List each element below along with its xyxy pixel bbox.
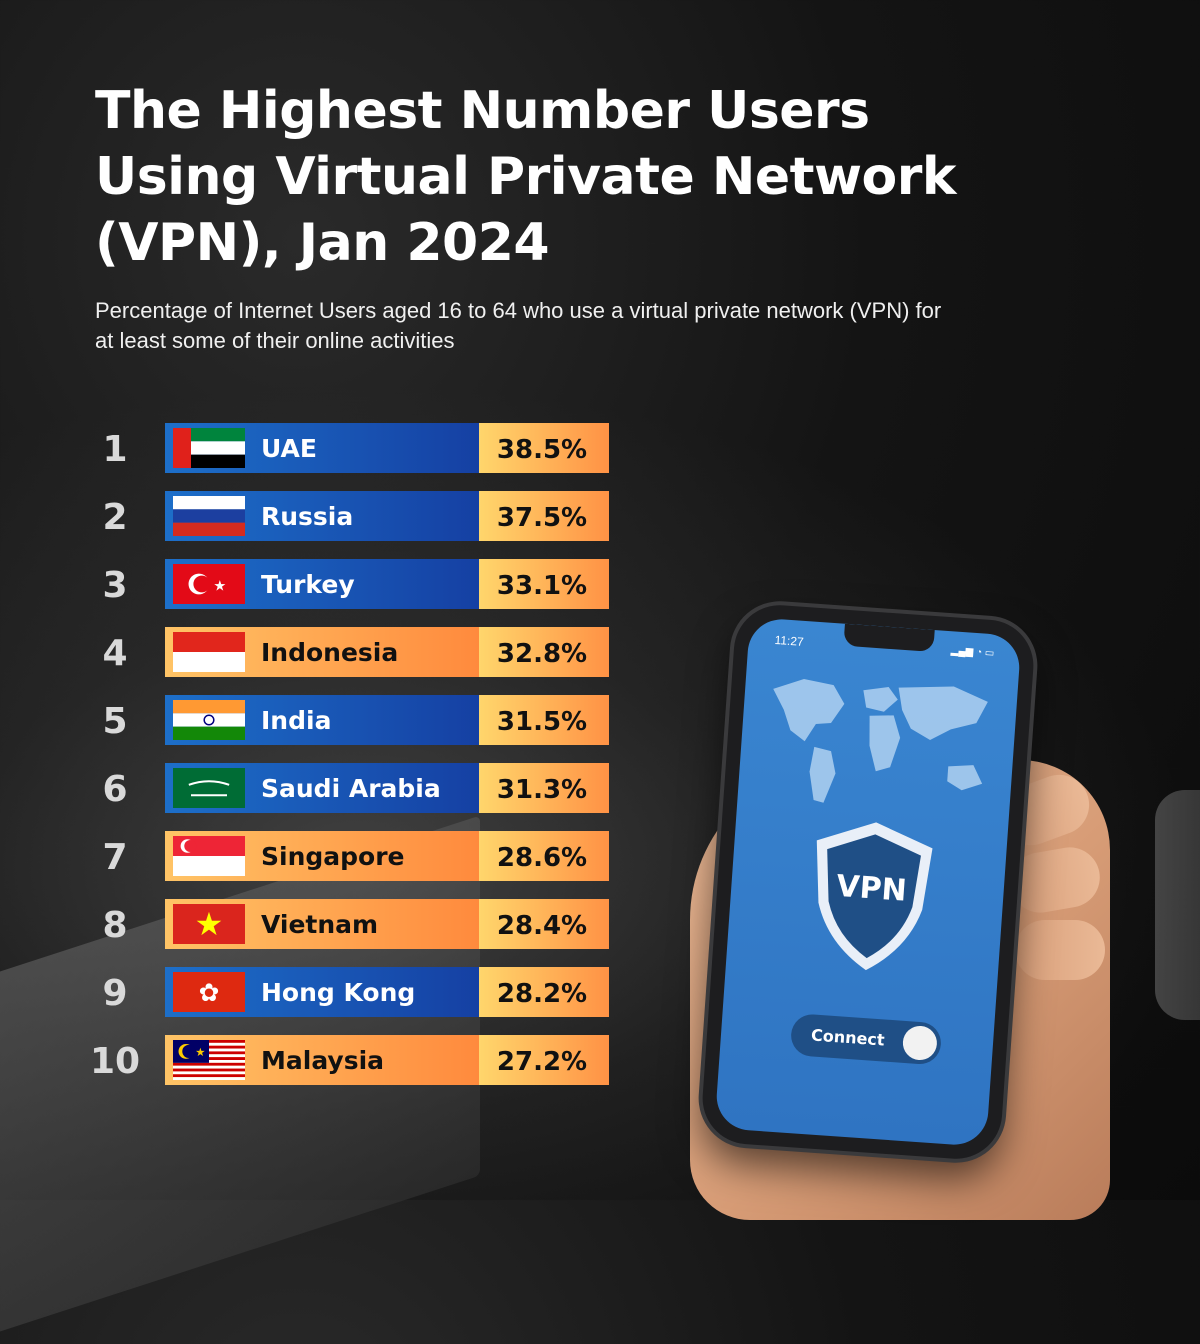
percent-value: 27.2% — [497, 1047, 587, 1077]
connect-toggle[interactable]: Connect — [789, 1013, 943, 1066]
svg-text:★: ★ — [213, 578, 226, 594]
table-row: 8 ★ Vietnam 28.4% — [102, 899, 609, 949]
rank-number: 6 — [102, 769, 127, 810]
percent-value: 31.5% — [497, 707, 587, 737]
country-name: Russia — [261, 502, 353, 531]
country-name: Vietnam — [261, 910, 378, 939]
percent-value: 31.3% — [497, 775, 587, 805]
percent-value: 32.8% — [497, 639, 587, 669]
value-box — [479, 491, 609, 541]
page-subtitle: Percentage of Internet Users aged 16 to … — [95, 298, 942, 353]
country-name: Saudi Arabia — [261, 774, 441, 803]
rank-number: 9 — [102, 973, 127, 1014]
indonesia-flag — [173, 632, 245, 672]
hong-kong-flag: ✿ — [173, 972, 245, 1012]
value-box — [479, 423, 609, 473]
rank-number: 4 — [102, 633, 127, 674]
svg-text:★: ★ — [195, 1045, 205, 1059]
rank-number: 10 — [90, 1041, 140, 1082]
value-box — [479, 627, 609, 677]
table-row: 2 Russia 37.5% — [102, 491, 609, 541]
malaysia-flag: ★ — [173, 1040, 245, 1080]
value-box — [479, 831, 609, 881]
smartphone: 11:27 ▂▄▆ ◔ ▭ VPN Connect — [699, 602, 1037, 1162]
percent-value: 28.4% — [497, 911, 587, 941]
page-title: The Highest Number Users Using Virtual P… — [95, 81, 956, 273]
rank-number: 8 — [102, 905, 127, 946]
saudi-arabia-flag — [173, 768, 245, 808]
rank-number: 5 — [102, 701, 127, 742]
background-cup — [1155, 790, 1200, 1020]
table-row: 9 ✿ Hong Kong 28.2% — [102, 967, 609, 1017]
signal-wifi-battery-icon: ▂▄▆ ◔ ▭ — [950, 645, 995, 660]
ranking-chart: 1 UAE 38.5% 2 Russia 37.5% 3 ★ Turkey 33.1% 4 Indon… — [90, 423, 609, 1085]
percent-value: 28.2% — [497, 979, 587, 1009]
country-name: India — [261, 706, 331, 735]
percent-value: 38.5% — [497, 435, 587, 465]
vietnam-flag: ★ — [173, 904, 245, 944]
russia-flag — [173, 496, 245, 536]
phone-time: 11:27 — [774, 632, 805, 649]
turkey-flag: ★ — [173, 564, 245, 604]
finger — [1015, 920, 1105, 980]
table-row: 5 India 31.5% — [102, 695, 609, 745]
country-name: Singapore — [261, 842, 405, 871]
world-map-icon — [773, 679, 988, 803]
connect-label: Connect — [810, 1025, 886, 1050]
uae-flag — [173, 428, 245, 468]
table-row: 4 Indonesia 32.8% — [102, 627, 609, 677]
percent-value: 37.5% — [497, 503, 587, 533]
shield-icon — [816, 822, 933, 971]
value-box — [479, 695, 609, 745]
country-name: UAE — [261, 434, 317, 463]
country-name: Malaysia — [261, 1046, 384, 1075]
value-box — [479, 763, 609, 813]
table-row: 1 UAE 38.5% — [102, 423, 609, 473]
value-box — [479, 899, 609, 949]
rank-number: 7 — [102, 837, 127, 878]
svg-text:✿: ✿ — [199, 978, 220, 1007]
singapore-flag — [173, 836, 245, 876]
percent-value: 28.6% — [497, 843, 587, 873]
rank-number: 1 — [102, 429, 127, 470]
table-row: 3 ★ Turkey 33.1% — [102, 559, 609, 609]
value-box — [479, 967, 609, 1017]
country-name: Indonesia — [261, 638, 398, 667]
rank-number: 3 — [102, 565, 127, 606]
table-row: 7 Singapore 28.6% — [102, 831, 609, 881]
value-box — [479, 559, 609, 609]
table-row: 10 ★ Malaysia 27.2% — [90, 1035, 609, 1085]
phone-screen: 11:27 ▂▄▆ ◔ ▭ VPN Connect — [714, 617, 1022, 1147]
rank-number: 2 — [102, 497, 127, 538]
value-box — [479, 1035, 609, 1085]
svg-text:★: ★ — [195, 905, 224, 943]
phone-notch — [843, 623, 935, 652]
country-name: Hong Kong — [261, 978, 415, 1007]
toggle-knob[interactable] — [901, 1024, 939, 1062]
percent-value: 33.1% — [497, 571, 587, 601]
table-row: 6 Saudi Arabia 31.3% — [102, 763, 609, 813]
india-flag — [173, 700, 245, 740]
country-name: Turkey — [261, 570, 355, 599]
